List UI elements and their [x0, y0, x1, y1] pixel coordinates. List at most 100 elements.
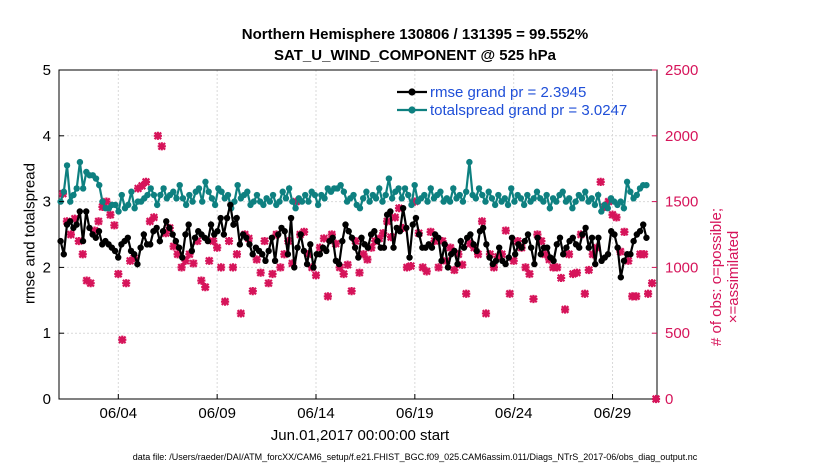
rmse-point [156, 237, 164, 245]
legend-marker-rmse [408, 88, 416, 96]
rmse-point [230, 221, 237, 228]
totalspread-point [250, 198, 257, 205]
totalspread-point [495, 191, 502, 199]
totalspread-point [504, 201, 512, 209]
rmse-point [348, 234, 356, 241]
rmse-point [396, 228, 404, 235]
rmse-point [271, 257, 279, 265]
rmse-point [495, 244, 503, 251]
rmse-point [303, 260, 311, 268]
obs-assimilated-point [327, 230, 336, 239]
obs-assimilated-point [462, 289, 471, 298]
totalspread-point [182, 201, 190, 209]
obs-assimilated-point [418, 263, 427, 272]
rmse-point [329, 234, 336, 241]
rmse-point [415, 231, 423, 238]
totalspread-point [588, 195, 595, 202]
rmse-point [390, 244, 397, 251]
rmse-point [576, 244, 583, 251]
y-tick-label: 3 [43, 194, 51, 211]
obs-assimilated-point [446, 243, 455, 252]
obs-assimilated-point [521, 263, 530, 272]
totalspread-point [96, 181, 103, 189]
obs-assimilated-point [489, 263, 499, 272]
rmse-point [262, 257, 269, 265]
obs-assimilated-point [98, 202, 107, 211]
rmse-point [406, 254, 413, 261]
totalspread-point [466, 158, 473, 166]
totalspread-point [131, 204, 138, 212]
rmse-point [492, 257, 500, 265]
y2-tick-label: 1000 [665, 259, 698, 276]
rmse-point [444, 264, 452, 271]
rmse-point [207, 221, 215, 228]
obs-assimilated-point [276, 263, 285, 272]
rmse-point [335, 260, 343, 268]
y2-tick-label: 500 [665, 325, 690, 342]
rmse-point [115, 254, 122, 261]
totalspread-point [401, 185, 409, 192]
obs-assimilated-point [406, 261, 415, 271]
totalspread-point [475, 185, 483, 192]
totalspread-point [186, 191, 193, 199]
obs-assimilated-point [501, 226, 510, 235]
totalspread-point [70, 191, 77, 199]
obs-assimilated-point [197, 276, 206, 285]
totalspread-point [524, 191, 531, 199]
obs-assimilated-point [205, 256, 214, 265]
rmse-point [371, 228, 378, 235]
totalspread-point [202, 178, 209, 186]
y-tick-label: 5 [43, 62, 51, 79]
totalspread-point [372, 195, 380, 202]
rmse-point [553, 241, 560, 248]
y2-tick-label: 2000 [665, 128, 698, 145]
obs-assimilated-point [541, 250, 550, 259]
totalspread-point [388, 195, 396, 202]
totalspread-point [366, 198, 373, 205]
rmse-point [159, 228, 167, 235]
totalspread-point [147, 185, 154, 192]
rmse-point [137, 244, 144, 251]
totalspread-point [578, 195, 586, 202]
totalspread-point [128, 188, 135, 195]
rmse-point [569, 234, 577, 241]
rmse-point [233, 214, 240, 222]
totalspread-point [266, 198, 274, 205]
obs-assimilated-point [311, 271, 321, 280]
rmse-point [412, 214, 420, 222]
rmse-point [399, 204, 407, 212]
rmse-point [153, 224, 160, 232]
rmse-point [438, 257, 445, 265]
rmse-point [409, 221, 416, 228]
legend-marker-totalspread [408, 106, 416, 114]
rmse-point [246, 241, 253, 248]
obs-assimilated-point [438, 236, 447, 246]
rmse-point [451, 247, 458, 255]
rmse-point [550, 257, 557, 265]
totalspread-point [565, 195, 573, 202]
totalspread-point [289, 198, 296, 205]
totalspread-point [508, 185, 515, 192]
totalspread-point [92, 175, 100, 182]
totalspread-point [269, 191, 277, 199]
totalspread-point [311, 191, 319, 199]
totalspread-point [569, 204, 576, 212]
rmse-point [486, 254, 493, 261]
obs-assimilated-point [256, 268, 265, 277]
totalspread-point [405, 191, 412, 199]
rmse-line [59, 204, 648, 278]
obs-assimilated-point [236, 309, 245, 318]
obs-assimilated-point [62, 217, 72, 226]
totalspread-point [157, 191, 164, 199]
chart-title: Northern Hemisphere 130806 / 131395 = 99… [241, 26, 589, 43]
totalspread-point [302, 191, 309, 199]
totalspread-point [205, 188, 212, 195]
totalspread-point [195, 185, 203, 192]
totalspread-point [153, 201, 161, 209]
totalspread-point [314, 201, 322, 209]
totalspread-point [363, 188, 370, 195]
rmse-point [358, 234, 365, 241]
rmse-point [614, 244, 621, 251]
rmse-point [585, 244, 593, 251]
obs-assimilated-point [584, 265, 593, 275]
